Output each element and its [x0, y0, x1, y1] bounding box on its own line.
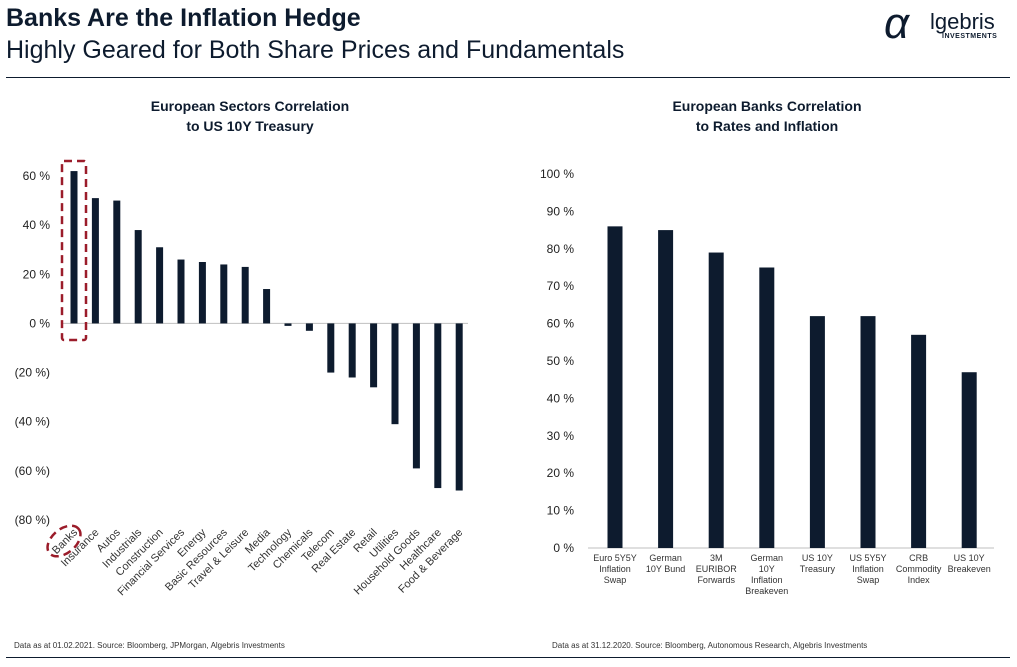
- right-chart-title-line2: to Rates and Inflation: [695, 118, 839, 134]
- highlight-box-banks: [60, 159, 88, 342]
- right-chart-title: European Banks Correlation to Rates and …: [567, 96, 967, 136]
- category-label: Euro 5Y5Y: [593, 553, 637, 563]
- y-tick-label: 30 %: [547, 429, 575, 443]
- page-subtitle: Highly Geared for Both Share Prices and …: [6, 36, 625, 64]
- footer-divider: [6, 657, 1010, 658]
- y-tick-label: (20 %): [15, 366, 50, 380]
- left-chart-title-line2: to US 10Y Treasury: [186, 118, 314, 134]
- y-tick-label: 0 %: [29, 316, 50, 330]
- y-tick-label: 20 %: [23, 267, 51, 281]
- logo-name: lgebris: [930, 9, 995, 34]
- bar-construction: [156, 247, 164, 324]
- bar-financial-services: [177, 259, 185, 324]
- bar-industrials: [134, 230, 142, 324]
- bar-travel-leisure: [241, 266, 249, 324]
- category-label: Breakeven: [948, 564, 991, 574]
- bar-telecom: [327, 323, 335, 373]
- right-chart-title-line1: European Banks Correlation: [672, 98, 862, 114]
- bar-food-beverage: [455, 323, 463, 491]
- left-footnote: Data as at 01.02.2021. Source: Bloomberg…: [14, 641, 285, 650]
- left-chart-title-line1: European Sectors Correlation: [150, 98, 350, 114]
- highlight-ellipse-banks-label: [46, 524, 82, 558]
- y-tick-label: (60 %): [15, 464, 50, 478]
- category-label: Index: [908, 575, 931, 585]
- banks-correlation-chart: 100 % 90 % 80 % 70 % 60 % 50 % 40 % 30 % 20 % 10 …: [540, 167, 994, 596]
- bar-healthcare: [434, 323, 442, 489]
- bar-basic-resources: [220, 264, 228, 324]
- category-label: 10Y Bund: [646, 564, 685, 574]
- bar-real-estate: [348, 323, 356, 378]
- bar-utilities: [391, 323, 399, 425]
- y-tick-label: (40 %): [15, 415, 50, 429]
- category-label: 10Y: [759, 564, 775, 574]
- bar-media: [263, 289, 271, 324]
- logo-tagline: INVESTMENTS: [942, 33, 997, 40]
- bar-insurance: [91, 198, 99, 324]
- y-tick-label: 70 %: [547, 279, 575, 293]
- category-label: Inflation: [852, 564, 884, 574]
- bar-autos: [113, 200, 121, 324]
- category-label: Inflation: [599, 564, 631, 574]
- category-label: 3M: [710, 553, 723, 563]
- header-divider: [6, 77, 1010, 78]
- category-label: Commodity: [896, 564, 942, 574]
- sectors-correlation-chart: 60 %40 %20 %0 %(20 %)(40 %)(60 %)(80 %)B…: [15, 159, 468, 598]
- category-label: Inflation: [751, 575, 783, 585]
- y-tick-label: 60 %: [547, 317, 575, 331]
- category-label: Swap: [857, 575, 880, 585]
- bar-3m-euribor-forwards: [708, 252, 724, 549]
- bar-us-10y-treasury: [809, 316, 825, 548]
- algebris-logo: α lgebris INVESTMENTS: [884, 2, 997, 46]
- category-label: US 10Y: [802, 553, 833, 563]
- category-label: Forwards: [697, 575, 735, 585]
- category-label: CRB: [909, 553, 928, 563]
- bar-us-5y5y-inflation-swap: [860, 316, 876, 548]
- category-label: German: [649, 553, 682, 563]
- y-tick-label: 100 %: [540, 167, 574, 181]
- y-tick-label: 90 %: [547, 204, 575, 218]
- bar-household-goods: [412, 323, 420, 469]
- y-tick-label: 10 %: [547, 504, 575, 518]
- bar-euro-5y5y-inflation-swap: [607, 226, 623, 549]
- page-title: Banks Are the Inflation Hedge: [6, 4, 361, 32]
- y-tick-label: 0 %: [553, 541, 574, 555]
- category-label: EURIBOR: [696, 564, 738, 574]
- category-label: Breakeven: [745, 586, 788, 596]
- category-label: Treasury: [800, 564, 836, 574]
- bar-us-10y-breakeven: [961, 372, 977, 548]
- y-tick-label: (80 %): [15, 513, 50, 527]
- y-tick-label: 50 %: [547, 354, 575, 368]
- bar-banks: [70, 171, 78, 324]
- category-label: Swap: [604, 575, 627, 585]
- y-tick-label: 60 %: [23, 169, 51, 183]
- bar-crb-commodity-index: [911, 334, 927, 548]
- category-label: US 10Y: [954, 553, 985, 563]
- left-chart-title: European Sectors Correlation to US 10Y T…: [50, 96, 450, 136]
- right-footnote: Data as at 31.12.2020. Source: Bloomberg…: [552, 641, 868, 650]
- y-tick-label: 40 %: [23, 218, 51, 232]
- bar-energy: [198, 262, 206, 324]
- bar-chemicals: [305, 323, 313, 331]
- bar-german-10y-bund: [658, 230, 674, 548]
- category-label: German: [751, 553, 784, 563]
- y-tick-label: 40 %: [547, 391, 575, 405]
- bar-technology: [284, 323, 292, 326]
- y-tick-label: 80 %: [547, 242, 575, 256]
- logo-alpha-glyph: α: [884, 2, 911, 46]
- bar-german-10y-inflation-breakeven: [759, 267, 775, 548]
- y-tick-label: 20 %: [547, 466, 575, 480]
- category-label: US 5Y5Y: [849, 553, 886, 563]
- bar-retail: [370, 323, 378, 388]
